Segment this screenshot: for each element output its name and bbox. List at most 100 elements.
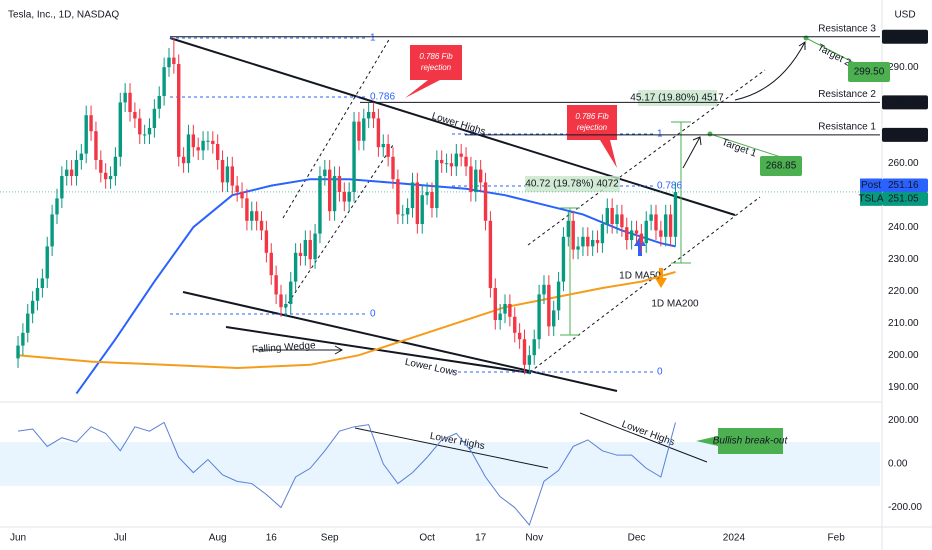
candle-body [440,160,444,164]
candle-body [625,227,629,240]
candle-body [366,112,371,119]
candle-body [118,102,122,157]
candle-body [94,131,98,160]
candle-body [517,332,522,340]
candle-body [639,233,644,244]
target-point [707,131,713,137]
osc-trendline [354,427,549,469]
candle-body [376,118,381,148]
candle-body [303,240,308,256]
candle-body [649,214,653,221]
moving-average [17,271,676,370]
candle-body [464,156,468,167]
callout-text: rejection [577,123,608,132]
price-name-box [860,178,882,193]
candle-body [264,230,269,253]
candle-body [35,288,40,301]
candle-body [352,121,356,192]
candle-body [425,192,429,196]
price-name: TSLA [858,193,883,204]
candle-body [498,313,502,320]
price-box [882,191,928,206]
price-box [882,29,928,44]
candle-body [629,230,634,240]
y-tick-label: 240.00 [888,222,919,233]
candle-body [211,140,215,144]
candle-body [566,220,571,237]
candle-body [493,288,497,320]
currency: USD [894,10,915,21]
candle-body [488,220,493,288]
candle-body [298,252,303,256]
price-name: Post [861,180,881,191]
candle-body [503,304,507,314]
candle-body [181,156,186,164]
candle-body [391,156,395,180]
x-tick-label: 2024 [723,533,746,544]
candle-body [556,281,561,311]
candle-body [508,304,512,317]
osc-tick-label: -200.00 [888,502,922,513]
candle-body [167,57,171,68]
candle-body [235,185,239,192]
channel-line [282,37,391,219]
candle-body [313,233,317,260]
price-box [882,178,928,193]
price-box [882,127,928,142]
candle-body [513,316,517,333]
candle-body [605,208,609,224]
trendline [225,326,532,374]
channel-line [529,196,761,373]
candle-body [123,92,127,103]
osc-tick-label: 200.00 [888,415,919,426]
callout-box [567,105,617,168]
candle-body [186,134,191,164]
target-box [848,62,890,82]
candle-body [522,339,527,365]
callout-text: 0.786 Fib [419,52,453,61]
candle-body [215,144,220,160]
candle-body [576,246,580,250]
candle-body [259,220,264,231]
candle-body [454,153,459,167]
candle-body [240,192,244,199]
callout-text: 0.786 Fib [575,112,609,121]
candle-body [279,294,283,308]
candle-body [552,310,556,327]
candle-body [600,224,605,244]
price-box-label: 279.00 [888,97,919,108]
candle-body [40,278,45,288]
candle-body [644,220,648,244]
candle-body [586,236,590,247]
candle-body [595,240,600,244]
candle-body [45,246,49,279]
candle-body [327,169,332,212]
candle-body [142,134,147,136]
candle-body [152,108,157,128]
candle-body [347,192,351,202]
candle-body [16,345,20,359]
y-tick-label: 220.00 [888,286,919,297]
candle-body [26,313,30,333]
candle-body [269,252,273,276]
candle-body [420,195,424,224]
candle-body [254,211,259,221]
candle-body [172,57,176,64]
candle-body [342,192,347,202]
candle-body [79,153,84,160]
osc-trendline [579,412,708,463]
candle-body [664,214,668,237]
target-line [709,133,791,161]
candle-body [69,169,74,176]
candle-body [410,182,415,208]
candle-body [230,166,234,186]
candle-body [381,144,385,148]
candle-body [323,169,327,176]
candle-body [483,182,488,221]
moving-average [75,178,676,395]
candle-body [89,115,93,132]
measure-label: 45.17 (19.80%) 4517 [630,93,724,104]
candle-body [308,240,312,260]
